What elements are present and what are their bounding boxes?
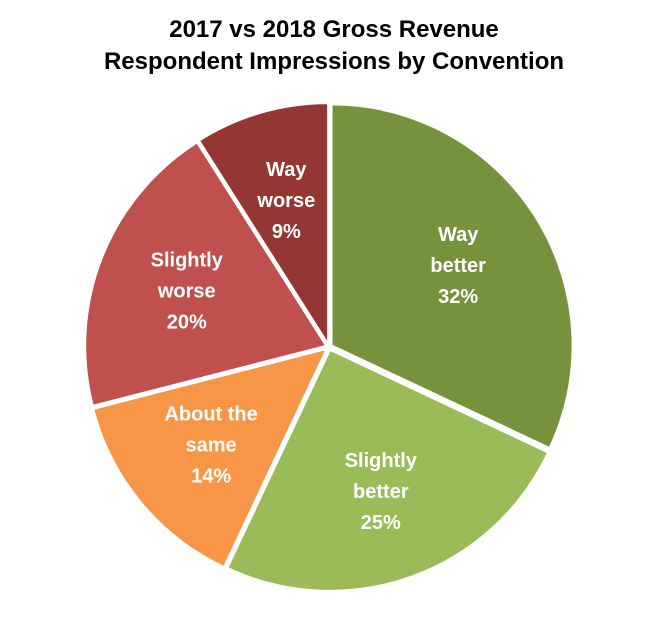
chart-subtitle: Respondent Impressions by Convention bbox=[103, 48, 565, 75]
slice-category-label: Way bbox=[438, 224, 479, 246]
slice-category-label: worse bbox=[157, 281, 216, 303]
slice-category-label: Slightly bbox=[151, 250, 224, 272]
chart-title: 2017 vs 2018 Gross Revenue bbox=[169, 16, 499, 43]
slice-category-label: About the bbox=[164, 404, 257, 426]
slice-category-label: worse bbox=[256, 190, 315, 212]
slice-value-label: 32% bbox=[438, 286, 478, 308]
slice-label-2: About the same 14% bbox=[164, 404, 257, 488]
slice-label-0: Way better 32% bbox=[430, 224, 486, 308]
slice-label-1: Slightly better 25% bbox=[345, 450, 418, 534]
pie-slice-2 bbox=[92, 347, 329, 569]
slice-value-label: 25% bbox=[361, 512, 401, 534]
slice-value-label: 20% bbox=[167, 312, 207, 334]
pie-slice-0 bbox=[330, 103, 574, 450]
slice-category-label: Way bbox=[266, 159, 307, 181]
pie-slice-1 bbox=[226, 348, 550, 592]
slice-label-4: Way worse 9% bbox=[256, 159, 315, 243]
slice-category-label: better bbox=[430, 255, 486, 277]
slice-category-label: better bbox=[353, 481, 409, 503]
slice-category-label: same bbox=[186, 435, 237, 457]
slice-value-label: 14% bbox=[191, 466, 231, 488]
pie-slice-3 bbox=[84, 141, 328, 408]
slice-value-label: 9% bbox=[272, 221, 301, 243]
pie-slice-4 bbox=[197, 102, 330, 348]
chart-title-block: 2017 vs 2018 Gross Revenue Respondent Im… bbox=[0, 14, 668, 78]
slice-category-label: Slightly bbox=[345, 450, 418, 472]
slice-label-3: Slightly worse 20% bbox=[151, 250, 224, 334]
